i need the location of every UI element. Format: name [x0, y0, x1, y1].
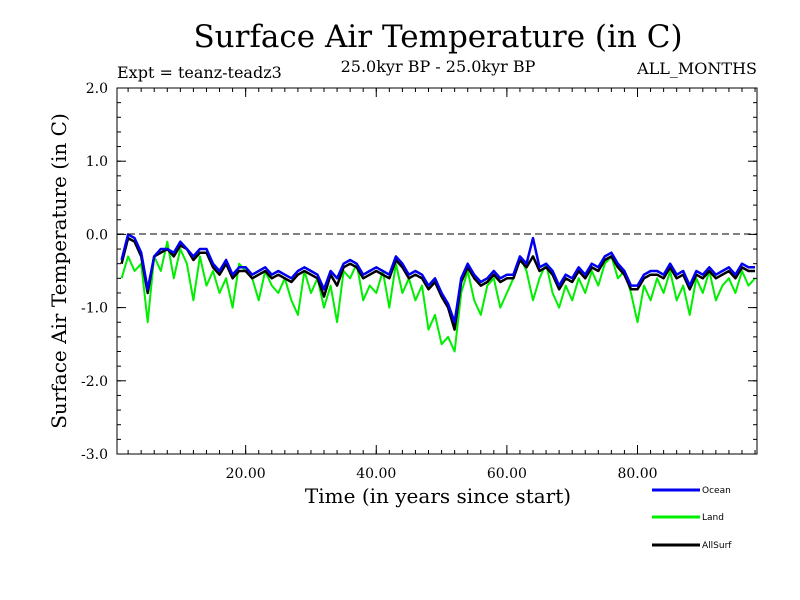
- subtitle-right: ALL_MONTHS: [636, 59, 757, 78]
- subtitle-left: Expt = teanz-teadz3: [117, 63, 282, 82]
- subtitle-center: 25.0kyr BP - 25.0kyr BP: [341, 57, 536, 76]
- y-tick-label: 2.0: [86, 81, 108, 97]
- y-tick-label: 0.0: [86, 227, 108, 243]
- legend-label-land: Land: [702, 513, 724, 523]
- series-line-land: [120, 240, 756, 353]
- series-group: [120, 233, 756, 353]
- y-tick-label: 1.0: [86, 154, 108, 170]
- chart-title: Surface Air Temperature (in C): [193, 19, 682, 55]
- legend: Ocean Land AllSurf: [652, 486, 732, 551]
- series-line-allsurf: [120, 236, 755, 331]
- y-tick-label: -1.0: [81, 301, 108, 317]
- x-tick-label: 20.00: [226, 466, 266, 482]
- x-tick-label: 60.00: [487, 466, 527, 482]
- y-axis-ticks: 2.0 1.0 0.0 -1.0 -2.0 -3.0: [81, 81, 757, 463]
- x-tick-label: 40.00: [356, 466, 396, 482]
- y-tick-label: -2.0: [81, 374, 108, 390]
- x-tick-label: 80.00: [617, 466, 657, 482]
- plot-frame: [116, 87, 758, 455]
- x-axis-ticks: 20.00 40.00 60.00 80.00: [127, 88, 756, 482]
- y-axis-label: Surface Air Temperature (in C): [47, 113, 71, 429]
- series-line-ocean: [120, 233, 755, 324]
- legend-label-allsurf: AllSurf: [702, 541, 732, 551]
- legend-label-ocean: Ocean: [702, 486, 731, 496]
- y-tick-label: -3.0: [81, 447, 108, 463]
- x-axis-label: Time (in years since start): [305, 484, 571, 508]
